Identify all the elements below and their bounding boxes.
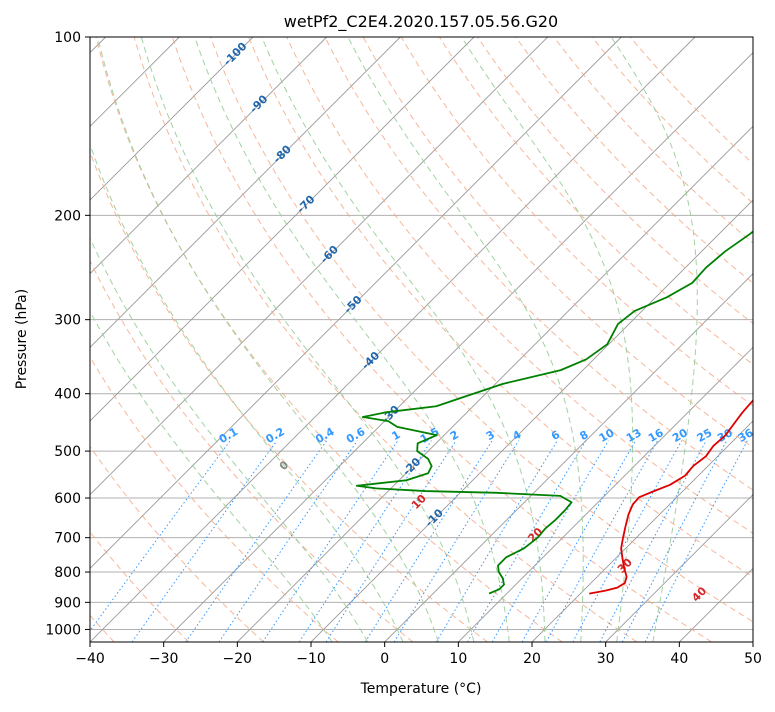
x-tick-label: 30 (597, 651, 615, 667)
x-tick-label: −30 (149, 651, 179, 667)
x-tick-label: 40 (670, 651, 688, 667)
y-tick-label: 300 (54, 313, 81, 329)
y-tick-label: 400 (54, 387, 81, 403)
x-tick-label: −40 (75, 651, 105, 667)
y-tick-label: 1000 (45, 622, 81, 638)
x-tick-label: 0 (380, 651, 389, 667)
y-tick-label: 200 (54, 208, 81, 224)
x-tick-label: 20 (523, 651, 541, 667)
y-tick-label: 600 (54, 491, 81, 507)
chart-title: wetPf2_C2E4.2020.157.05.56.G20 (284, 12, 558, 32)
y-tick-label: 700 (54, 531, 81, 547)
x-tick-label: −10 (296, 651, 326, 667)
y-tick-label: 800 (54, 565, 81, 581)
x-tick-label: −20 (223, 651, 253, 667)
y-axis-label: Pressure (hPa) (14, 289, 30, 389)
x-tick-label: 10 (449, 651, 467, 667)
y-tick-label: 100 (54, 30, 81, 46)
x-axis-label: Temperature (°C) (360, 681, 482, 697)
x-tick-label: 50 (744, 651, 762, 667)
y-tick-label: 500 (54, 444, 81, 460)
y-tick-label: 900 (54, 595, 81, 611)
